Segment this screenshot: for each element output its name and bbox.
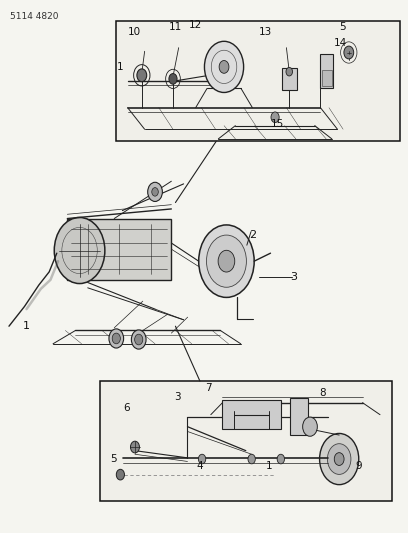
Bar [222,400,281,429]
Bar [282,68,297,90]
Circle shape [199,225,254,297]
Text: 11: 11 [169,22,182,31]
Text: 5: 5 [110,455,117,464]
Circle shape [271,112,279,123]
Text: 10: 10 [128,27,141,37]
Circle shape [286,68,293,76]
Circle shape [206,235,246,287]
Circle shape [131,330,146,349]
Circle shape [303,417,317,436]
Circle shape [54,217,105,284]
Circle shape [148,182,162,201]
Text: 1: 1 [266,462,273,471]
Circle shape [219,60,229,74]
Circle shape [334,453,344,465]
Circle shape [116,470,124,480]
Circle shape [112,333,120,344]
Circle shape [327,443,351,474]
Circle shape [131,441,140,453]
Circle shape [135,334,143,345]
Text: 14: 14 [334,38,347,47]
Circle shape [152,188,158,196]
Bar [100,381,392,501]
Circle shape [248,454,255,464]
Text: 9: 9 [356,462,362,471]
Circle shape [204,42,244,93]
Text: 13: 13 [259,27,272,37]
Text: 1: 1 [117,62,124,71]
Text: 7: 7 [205,383,211,393]
Text: 2: 2 [249,230,257,239]
Circle shape [344,46,354,59]
Circle shape [319,433,359,484]
Bar [67,219,171,280]
Text: 3: 3 [290,272,297,282]
Bar [320,54,333,88]
Text: 4: 4 [197,462,203,471]
Text: 1: 1 [23,321,30,331]
Circle shape [169,74,177,84]
Text: 15: 15 [271,119,284,128]
Text: 5114 4820: 5114 4820 [10,12,59,21]
Bar [322,70,332,86]
Text: 12: 12 [189,20,202,30]
Circle shape [277,454,284,464]
Bar [290,398,308,435]
Text: 5: 5 [339,22,346,31]
Text: 3: 3 [174,392,181,402]
Circle shape [109,329,124,348]
Circle shape [218,251,235,272]
Text: 6: 6 [123,403,130,413]
Circle shape [137,69,147,82]
Circle shape [198,454,206,464]
Bar [116,21,400,141]
Text: 8: 8 [319,389,326,398]
